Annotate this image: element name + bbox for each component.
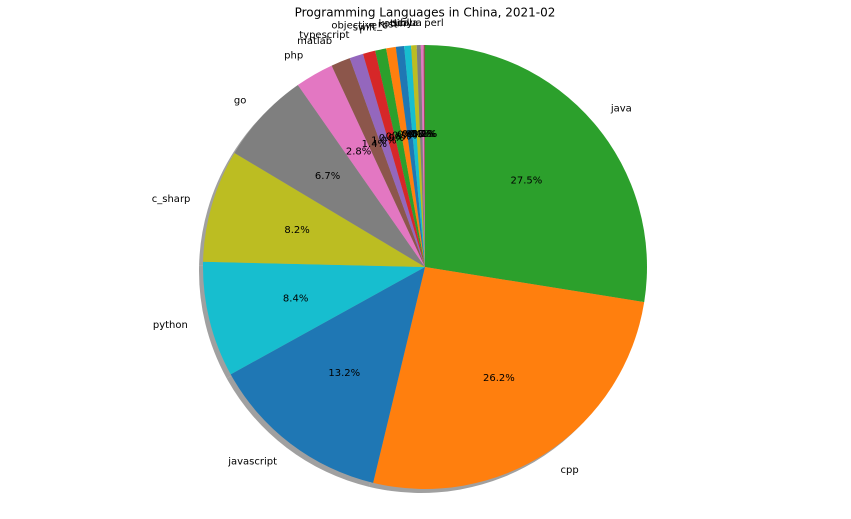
slice-label: java: [610, 104, 632, 115]
percent-label: 0.3%: [409, 129, 434, 140]
slices-layer: [203, 45, 647, 489]
slice: [230, 267, 425, 483]
percent-label: 0.8%: [386, 131, 411, 142]
percent-label: 0.1%: [412, 129, 437, 140]
slice-label: matlab: [297, 36, 332, 47]
percent-label: 26.2%: [483, 373, 515, 384]
slice: [203, 152, 425, 267]
slice: [423, 45, 425, 267]
percent-label: 0.5%: [402, 129, 427, 140]
slice-label: objective_c: [331, 21, 387, 32]
slice-label: swift: [353, 23, 377, 34]
chart-title: Programming Languages in China, 2021-02: [295, 6, 556, 20]
percent-label: 0.4%: [406, 129, 431, 140]
slice: [395, 45, 425, 268]
percent-label: 0.2%: [411, 129, 436, 140]
slice-label: scala: [392, 18, 418, 29]
slice-label: lua: [407, 18, 422, 29]
slice-label: rust: [378, 19, 398, 30]
slice-label: go: [234, 96, 246, 107]
percent-label: 1.0%: [371, 135, 396, 146]
slice-label: typescript: [299, 30, 349, 41]
percent-label: 6.7%: [315, 171, 340, 182]
slice: [411, 45, 425, 268]
slice-label: javascript: [227, 456, 277, 467]
slice-label: ruby: [390, 18, 413, 29]
slice-label: perl: [424, 18, 443, 29]
percent-label: 0.9%: [379, 133, 404, 144]
slice: [297, 65, 425, 267]
slice-label: php: [284, 50, 303, 61]
slice: [331, 58, 425, 267]
percent-label: 0.6%: [397, 130, 422, 141]
percent-label: 8.4%: [283, 294, 308, 305]
slice-label: c_sharp: [152, 194, 191, 205]
slice-label: r: [359, 26, 364, 37]
slice-label: python: [153, 320, 188, 331]
slice: [404, 45, 425, 268]
percent-label: 2.8%: [346, 147, 371, 158]
slice: [203, 261, 425, 375]
slice: [386, 46, 425, 268]
slice: [416, 45, 425, 267]
percent-label: 0.7%: [392, 130, 417, 141]
slice: [234, 85, 425, 268]
percent-label: 27.5%: [510, 176, 542, 187]
slice: [425, 45, 647, 303]
slice-label: cpp: [560, 465, 578, 476]
slice: [375, 48, 425, 267]
percent-label: 8.2%: [284, 225, 309, 236]
slice: [349, 53, 425, 268]
slice: [363, 50, 425, 267]
percent-label: 13.2%: [328, 368, 360, 379]
slice-label: kotlin: [378, 19, 405, 30]
percent-label: 1.4%: [362, 139, 387, 150]
slice: [373, 267, 645, 489]
slice: [420, 45, 425, 267]
